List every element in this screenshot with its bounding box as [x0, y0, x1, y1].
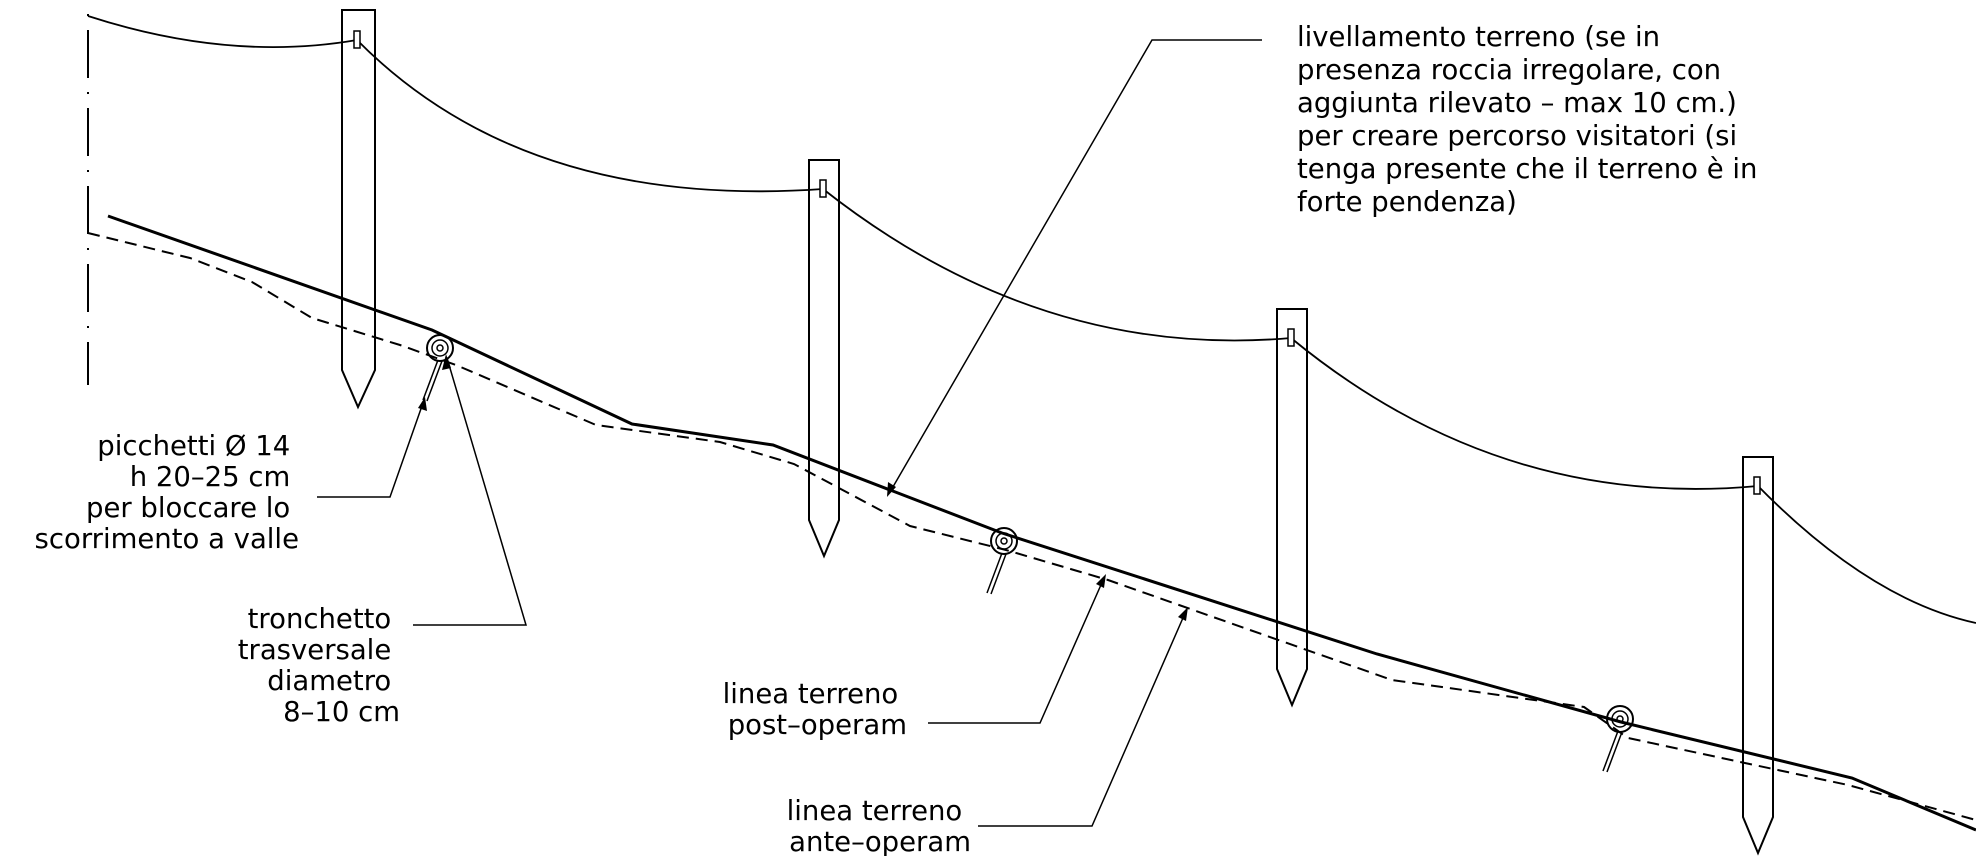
ground-ante-operam-line	[87, 232, 1976, 821]
label-post-operam: linea terreno post–operam	[723, 678, 907, 741]
label-post-operam-line: post–operam	[728, 709, 907, 741]
label-tronchetto-line: trasversale	[238, 634, 392, 666]
label-livellamento-line: aggiunta rilevato – max 10 cm.)	[1297, 87, 1737, 119]
rope-clip-3	[1287, 328, 1295, 347]
ground-post-operam-line	[107, 214, 1976, 832]
label-picchetti-line: h 20–25 cm	[130, 461, 291, 493]
label-ante-operam-line: linea terreno	[787, 795, 963, 827]
label-ante-operam: linea terreno ante–operam	[787, 795, 971, 856]
post-4	[1742, 456, 1774, 856]
label-livellamento-line: tenga presente che il terreno è in	[1297, 153, 1757, 185]
leader-picchetti	[317, 397, 427, 498]
rope-clip-1	[353, 30, 361, 49]
label-picchetti-line: picchetti Ø 14	[97, 430, 290, 462]
label-livellamento: livellamento terreno (se in presenza roc…	[1297, 21, 1766, 218]
leader-post-operam	[928, 574, 1106, 724]
stake-pin-2	[986, 552, 1007, 595]
label-livellamento-line: per creare percorso visitatori (si	[1297, 120, 1737, 152]
leader-tronchetto	[413, 354, 528, 626]
rope-clip-2	[819, 179, 827, 198]
label-livellamento-line: presenza roccia irregolare, con	[1297, 54, 1721, 86]
label-tronchetto-line: 8–10 cm	[283, 696, 400, 728]
label-picchetti-line: scorrimento a valle	[35, 523, 299, 555]
log-1	[426, 334, 454, 362]
post-2	[808, 159, 840, 559]
rope-clip-4	[1753, 476, 1761, 495]
label-tronchetto: tronchetto trasversale diametro 8–10 cm	[238, 603, 400, 728]
label-ante-operam-line: ante–operam	[789, 826, 971, 856]
stake-pin-3	[1602, 730, 1623, 773]
log-2	[990, 527, 1018, 555]
post-1	[341, 9, 376, 410]
label-livellamento-line: livellamento terreno (se in	[1297, 21, 1660, 53]
stake-pin-1	[422, 359, 443, 402]
post-3	[1276, 308, 1308, 708]
log-3	[1606, 705, 1634, 733]
label-post-operam-line: linea terreno	[723, 678, 899, 710]
leader-ante-operam	[978, 607, 1188, 827]
label-tronchetto-line: tronchetto	[248, 603, 392, 635]
label-tronchetto-line: diametro	[267, 665, 391, 697]
leader-livellamento	[887, 39, 1262, 497]
label-livellamento-line: forte pendenza)	[1297, 186, 1517, 218]
label-picchetti-line: per bloccare lo	[86, 492, 290, 524]
label-picchetti: picchetti Ø 14 h 20–25 cm per bloccare l…	[35, 430, 299, 555]
